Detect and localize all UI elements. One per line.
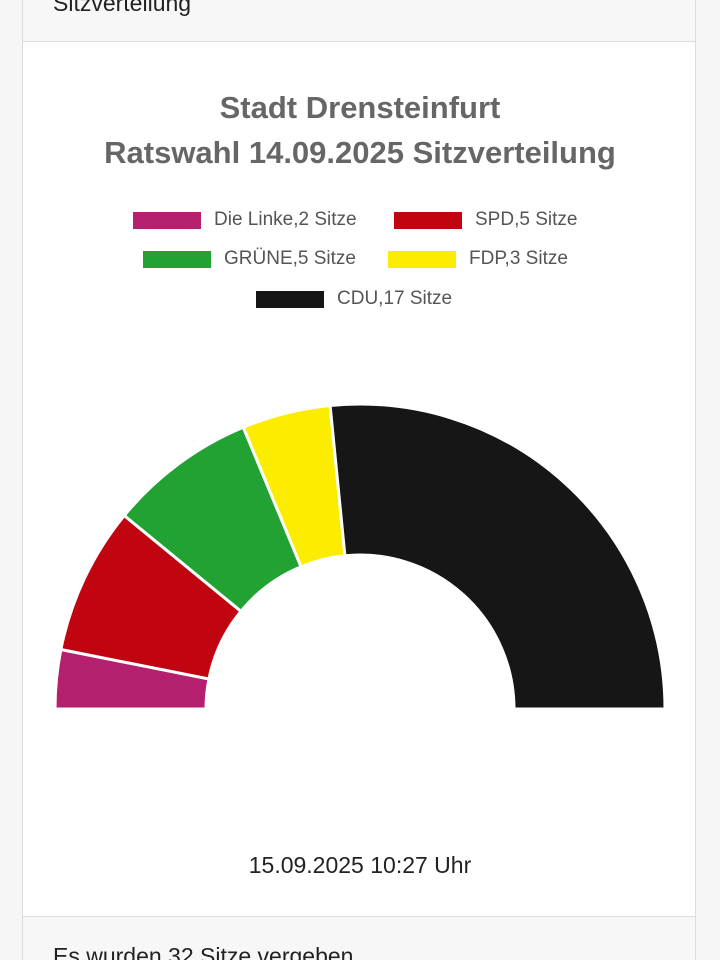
legend-label-die-linke: Die Linke,2 Sitze (214, 209, 357, 230)
legend-swatch-spd (394, 211, 462, 229)
arc-segment-cdu[interactable] (328, 402, 667, 711)
legend-item-gruene[interactable]: GRÜNE,5 Sitze (143, 248, 356, 270)
seats-summary: Es wurden 32 Sitze vergeben (53, 943, 354, 960)
seat-distribution-chart (53, 402, 667, 711)
legend-item-die-linke[interactable]: Die Linke,2 Sitze (133, 209, 357, 231)
card-header-title: Sitzverteilung (53, 0, 192, 16)
legend-item-spd[interactable]: SPD,5 Sitze (394, 209, 577, 231)
chart-title: Stadt Drensteinfurt (219, 90, 501, 125)
card-footer: Es wurden 32 Sitze vergeben (22, 916, 696, 960)
legend-item-fdp[interactable]: FDP,3 Sitze (388, 248, 568, 270)
legend-swatch-fdp (388, 250, 456, 268)
legend-item-cdu[interactable]: CDU,17 Sitze (256, 288, 452, 310)
legend-swatch-gruene (143, 250, 211, 268)
legend-label-gruene: GRÜNE,5 Sitze (224, 248, 356, 269)
timestamp: 15.09.2025 10:27 Uhr (248, 852, 472, 878)
card-header: Sitzverteilung (22, 0, 696, 42)
arc-segments (53, 402, 667, 711)
legend-label-cdu: CDU,17 Sitze (337, 288, 453, 309)
legend-swatch-cdu (256, 290, 324, 308)
legend-label-fdp: FDP,3 Sitze (469, 248, 568, 269)
chart-card: Stadt Drensteinfurt Ratswahl 14.09.2025 … (22, 42, 696, 916)
legend-label-spd: SPD,5 Sitze (475, 209, 578, 230)
chart-subtitle: Ratswahl 14.09.2025 Sitzverteilung (104, 135, 616, 170)
legend-swatch-die-linke (133, 211, 201, 229)
